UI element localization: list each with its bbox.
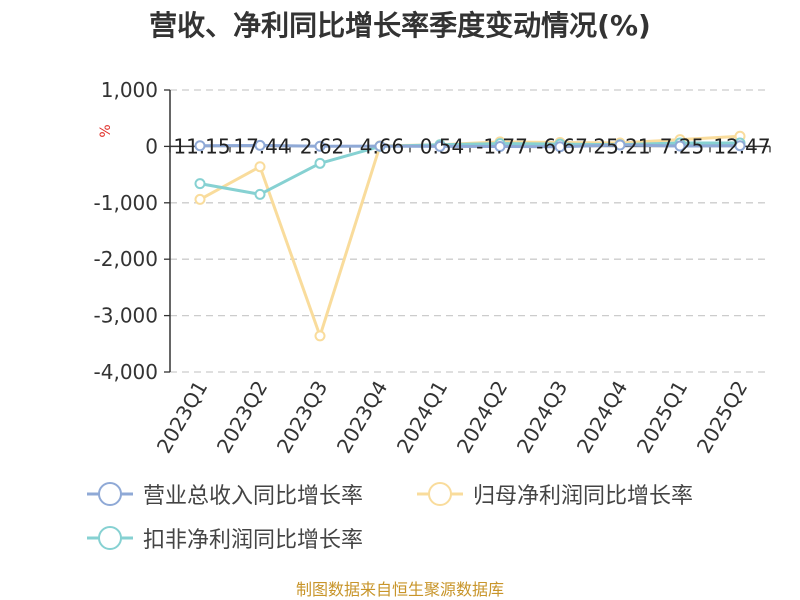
data-label-revenue: -6.67 [536, 134, 588, 158]
data-point-revenue [434, 140, 446, 152]
data-point-revenue [494, 140, 506, 152]
data-point-net-profit [194, 193, 206, 205]
legend-marker-net-profit [417, 482, 463, 506]
series-line-net-profit [199, 134, 741, 338]
data-point-deducted-profit [314, 157, 326, 169]
legend-item-revenue[interactable]: 营业总收入同比增长率 [85, 478, 363, 510]
x-category-label: 2024Q1 [392, 377, 452, 458]
legend-item-net-profit[interactable]: 归母净利润同比增长率 [415, 478, 693, 510]
y-tick-label: 0 [145, 134, 158, 158]
data-point-net-profit [314, 330, 326, 342]
legend-marker-deducted-profit [87, 526, 133, 550]
x-category-label: 2025Q1 [632, 377, 692, 458]
legend-item-deducted-profit[interactable]: 扣非净利润同比增长率 [85, 522, 363, 554]
data-label-revenue: 7.25 [660, 134, 705, 158]
y-tick-label: -3,000 [94, 304, 158, 328]
data-label-revenue: 25.21 [593, 134, 650, 158]
x-category-label: 2023Q2 [212, 377, 272, 458]
legend-marker-revenue [87, 482, 133, 506]
data-label-revenue: 0.54 [420, 134, 465, 158]
data-source-note: 制图数据来自恒生聚源数据库 [295, 580, 504, 599]
data-point-revenue [734, 140, 746, 152]
x-category-label: 2023Q4 [332, 377, 392, 458]
data-point-net-profit [254, 161, 266, 173]
y-tick-label: -2,000 [94, 247, 158, 271]
legend-label-deducted-profit: 扣非净利润同比增长率 [143, 528, 364, 553]
data-point-revenue [614, 139, 626, 151]
x-category-label: 2024Q4 [572, 377, 632, 458]
x-category-label: 2024Q3 [512, 377, 572, 458]
x-category-label: 2023Q1 [152, 377, 212, 458]
x-category-label: 2023Q3 [272, 377, 332, 458]
chart-title: 营收、净利同比增长率季度变动情况(%) [149, 9, 651, 42]
data-label-revenue: 2.62 [300, 134, 345, 158]
y-tick-label: 1,000 [101, 78, 158, 102]
x-category-label: 2024Q2 [452, 377, 512, 458]
y-tick-label: -1,000 [94, 191, 158, 215]
data-point-deducted-profit [254, 188, 266, 200]
y-tick-label: -4,000 [94, 360, 158, 384]
series-line-deducted-profit [199, 141, 740, 196]
data-point-revenue [374, 140, 386, 152]
data-point-revenue [314, 140, 326, 152]
data-label-revenue: 11.15 [173, 134, 230, 158]
data-label-revenue: 17.44 [233, 134, 290, 158]
data-label-revenue: 12.47 [713, 134, 770, 158]
data-point-revenue [194, 140, 206, 152]
y-axis-unit-label: % [98, 124, 114, 137]
legend-label-net-profit: 归母净利润同比增长率 [473, 484, 694, 509]
data-point-revenue [254, 139, 266, 151]
x-category-label: 2025Q2 [692, 377, 752, 458]
data-label-revenue: 4.66 [360, 134, 405, 158]
legend-label-revenue: 营业总收入同比增长率 [143, 484, 364, 509]
data-point-revenue [674, 140, 686, 152]
series-line-revenue [199, 143, 741, 149]
data-label-revenue: -1.77 [476, 134, 528, 158]
data-point-deducted-profit [194, 178, 206, 190]
data-point-revenue [554, 141, 566, 153]
